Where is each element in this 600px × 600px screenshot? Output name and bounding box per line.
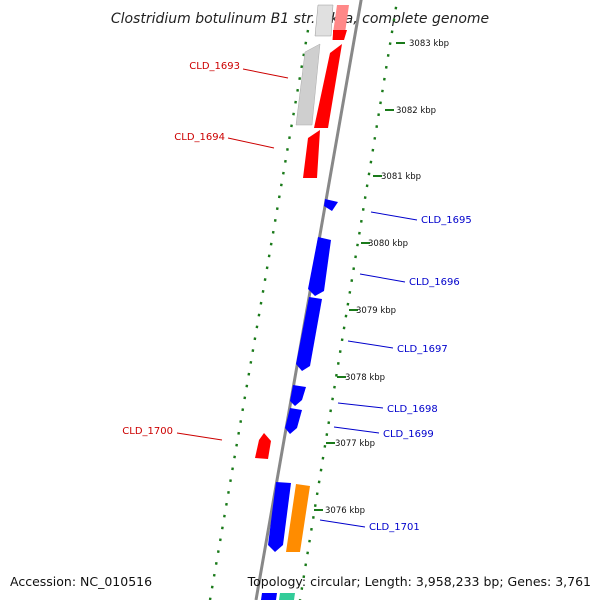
ruler-tick-label: 3081 kbp [381,172,421,182]
leader-line [242,68,289,79]
ruler-tick-label: 3077 kbp [335,439,375,449]
gene-cld1697[interactable] [296,297,322,371]
leader-line [333,426,380,434]
ruler-tick-label: 3083 kbp [409,39,449,49]
leader-line [359,273,406,283]
gene-label-cld1698[interactable]: CLD_1698 [387,404,438,415]
gene-gray-cld1693[interactable] [295,43,321,126]
ruler-tick-label: 3079 kbp [356,306,396,316]
leader-line [370,211,418,221]
leader-line [347,340,394,349]
ruler-ticks: 3083 kbp 3082 kbp 3081 kbp 3080 kbp 3079… [314,39,449,516]
gene-cld1701[interactable] [268,482,291,552]
gene-labels: CLD_1693 CLD_1694 CLD_1695 CLD_1696 CLD_… [122,61,471,533]
gene-cld1694[interactable] [303,130,320,178]
gene-label-cld1694[interactable]: CLD_1694 [174,132,225,143]
leader-line [227,137,275,149]
gene-cld1693[interactable] [314,44,342,128]
leader-line [176,432,223,441]
gene-red-top[interactable] [333,30,347,40]
gene-label-cld1700[interactable]: CLD_1700 [122,426,173,437]
map-title: Clostridium botulinum B1 str. Okra, comp… [111,11,489,27]
gene-label-cld1699[interactable]: CLD_1699 [383,429,434,440]
ruler-tick-label: 3080 kbp [368,239,408,249]
gene-features [255,4,349,600]
gene-label-cld1697[interactable]: CLD_1697 [397,344,448,355]
gene-teal-bottom[interactable] [279,593,295,600]
gene-gray-top[interactable] [314,4,334,37]
gene-blue-bottom[interactable] [261,593,277,600]
ruler-tick-label: 3076 kbp [325,506,365,516]
gene-cld1698[interactable] [290,385,306,406]
gene-orange[interactable] [286,484,310,552]
gene-label-cld1701[interactable]: CLD_1701 [369,522,420,533]
gene-label-cld1696[interactable]: CLD_1696 [409,277,460,288]
ruler-tick-label: 3082 kbp [396,106,436,116]
gene-label-cld1693[interactable]: CLD_1693 [189,61,240,72]
gene-label-cld1695[interactable]: CLD_1695 [421,215,472,226]
leader-line [337,402,384,409]
leader-line [319,519,366,528]
gene-cld1695[interactable] [324,199,338,211]
gene-cld1700[interactable] [255,433,271,459]
gene-cld1699[interactable] [285,408,302,434]
accession-text: Accession: NC_010516 [10,574,152,589]
gene-cld1696[interactable] [308,237,331,296]
topology-text: Topology: circular; Length: 3,958,233 bp… [247,574,591,589]
outer-dotted-track [208,29,310,600]
ruler-tick-label: 3078 kbp [345,373,385,383]
